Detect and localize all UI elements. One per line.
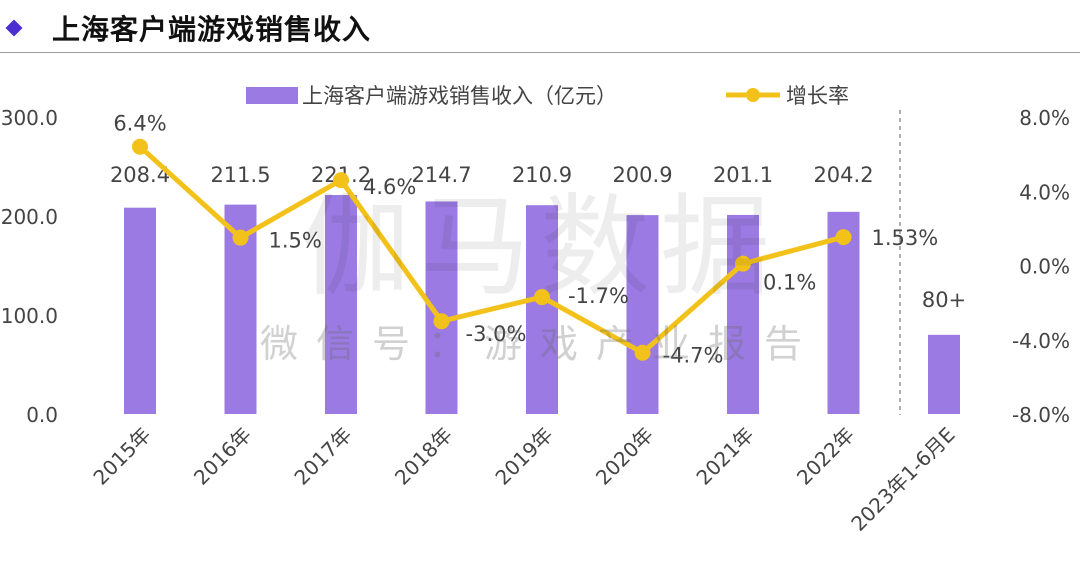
growth-point [835, 229, 852, 246]
left-axis: 0.0 100.0 200.0 300.0 [1, 106, 58, 427]
right-tick-label: -8.0% [1012, 403, 1070, 427]
left-tick-label: 300.0 [1, 106, 58, 130]
bar-value-label: 200.9 [612, 163, 672, 187]
growth-label: 4.6% [363, 175, 416, 199]
growth-label: -3.0% [466, 322, 527, 346]
growth-label: -4.7% [663, 344, 724, 368]
growth-point [735, 255, 751, 272]
bar [727, 214, 759, 414]
page-title: 上海客户端游戏销售收入 [52, 13, 372, 46]
bar [626, 215, 659, 414]
x-tick-label: 2021年 [691, 423, 758, 490]
growth-point [534, 289, 550, 306]
left-tick-label: 0.0 [26, 403, 58, 427]
x-tick-label: 2016年 [189, 423, 256, 490]
right-tick-label: 4.0% [1019, 180, 1070, 204]
watermark: 伽马数据 微信号：游戏产业报告 [260, 183, 820, 366]
right-tick-label: 0.0% [1019, 255, 1070, 279]
legend: 上海客户端游戏销售收入（亿元） 增长率 [246, 84, 849, 108]
bar [526, 205, 558, 414]
bar-value-label: 211.5 [210, 163, 270, 187]
x-tick-label: 2018年 [390, 423, 457, 490]
bar-value-label: 80+ [922, 288, 966, 312]
legend-line-label: 增长率 [786, 84, 849, 108]
left-tick-label: 100.0 [1, 304, 58, 328]
bars: 208.4211.5221.2214.7210.9200.9201.1204.2… [110, 163, 966, 414]
x-tick-label: 2017年 [289, 423, 356, 490]
watermark-sub: 微信号：游戏产业报告 [260, 322, 820, 366]
growth-point [333, 172, 349, 189]
header: 上海客户端游戏销售收入 [0, 0, 1080, 53]
legend-line-marker [746, 88, 760, 102]
legend-bar-swatch [246, 87, 298, 104]
growth-label: 1.5% [269, 229, 322, 253]
growth-point [232, 229, 249, 246]
x-tick-label: 2022年 [792, 423, 859, 490]
growth-point [634, 344, 651, 361]
growth-point [132, 138, 148, 155]
bar-value-label: 204.2 [813, 163, 873, 187]
growth-point [433, 313, 450, 330]
bar-value-label: 210.9 [512, 163, 572, 187]
watermark-main: 伽马数据 [300, 183, 780, 311]
x-tick-label: 2023年1-6月E [846, 423, 959, 536]
right-tick-label: 8.0% [1019, 106, 1070, 130]
legend-bar-label: 上海客户端游戏销售收入（亿元） [302, 84, 617, 108]
bar-value-label: 201.1 [713, 163, 773, 187]
growth-label: 6.4% [113, 112, 166, 136]
x-tick-label: 2019年 [490, 423, 557, 490]
bar [928, 334, 960, 414]
bar [325, 195, 357, 414]
growth-label: -1.7% [568, 284, 629, 308]
right-axis: -8.0% -4.0% 0.0% 4.0% 8.0% [1012, 106, 1070, 427]
growth-polyline [138, 144, 845, 356]
growth-line: 6.4% 1.5% 4.6% -3.0% -1.7% -4.7% 0.1% 1.53% [113, 112, 938, 368]
bar [124, 207, 156, 414]
left-tick-label: 200.0 [1, 205, 58, 229]
bar-value-label: 214.7 [411, 163, 471, 187]
bar [827, 211, 860, 414]
right-tick-label: -4.0% [1012, 329, 1070, 353]
x-axis: 2015年 2016年 2017年 2018年 2019年 2020年 2021年 2022年… [88, 423, 959, 536]
growth-label: 1.53% [872, 226, 939, 250]
growth-label: 0.1% [763, 271, 816, 295]
x-tick-label: 2020年 [591, 423, 658, 490]
x-tick-label: 2015年 [88, 423, 155, 490]
